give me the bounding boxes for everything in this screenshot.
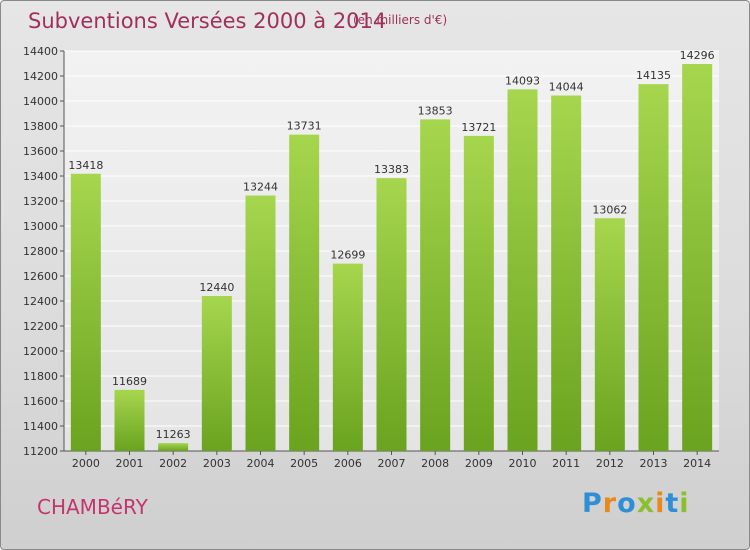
data-label: 14093 [505,74,540,87]
data-label: 13383 [374,163,409,176]
x-tick-label: 2004 [247,457,275,470]
bar [332,263,363,451]
bar [420,119,451,451]
y-tick-label: 13400 [23,170,58,183]
y-tick-label: 13600 [23,145,58,158]
y-tick-label: 12000 [23,345,58,358]
x-tick-label: 2001 [116,457,144,470]
bar [551,95,582,451]
y-tick-label: 14000 [23,95,58,108]
data-label: 14044 [549,81,584,94]
data-label: 13244 [243,181,278,194]
y-tick-label: 13800 [23,120,58,133]
y-tick-label: 11400 [23,420,58,433]
x-tick-label: 2013 [640,457,668,470]
x-tick-label: 2007 [378,457,406,470]
y-tick-label: 14200 [23,70,58,83]
data-label: 14296 [680,49,715,62]
bar [376,178,407,451]
y-tick-label: 11200 [23,445,58,458]
commune-name: CHAMBéRY [37,495,148,519]
bar [245,195,276,451]
x-tick-label: 2009 [465,457,493,470]
data-label: 12440 [199,281,234,294]
bar [463,135,494,451]
x-tick-label: 2012 [596,457,624,470]
data-label: 13731 [287,120,322,133]
data-label: 12699 [330,249,365,262]
x-tick-label: 2008 [421,457,449,470]
bar [682,64,713,451]
y-tick-label: 11800 [23,370,58,383]
bar [114,389,145,451]
bar [594,218,625,451]
data-label: 13418 [68,159,103,172]
y-tick-label: 12400 [23,295,58,308]
y-tick-label: 12800 [23,245,58,258]
y-tick-label: 12200 [23,320,58,333]
y-tick-label: 11600 [23,395,58,408]
data-label: 11689 [112,375,147,388]
data-label: 13853 [418,104,453,117]
x-tick-label: 2014 [683,457,711,470]
bar [507,89,538,451]
x-tick-label: 2002 [159,457,187,470]
x-tick-label: 2010 [509,457,537,470]
chart-title: Subventions Versées 2000 à 2014 [28,9,387,33]
y-tick-label: 13000 [23,220,58,233]
chart-subtitle: (en milliers d'€) [353,13,448,27]
bar [201,296,232,451]
bar [70,173,101,451]
proxiti-logo: Proxiti [582,488,690,519]
x-tick-label: 2006 [334,457,362,470]
data-label: 13721 [461,121,496,134]
data-label: 14135 [636,69,671,82]
x-tick-label: 2005 [290,457,318,470]
x-tick-label: 2011 [552,457,580,470]
y-tick-label: 14400 [23,45,58,58]
y-tick-label: 12600 [23,270,58,283]
bar [289,134,320,451]
x-tick-label: 2003 [203,457,231,470]
y-tick-label: 13200 [23,195,58,208]
bar [638,84,669,451]
x-tick-label: 2000 [72,457,100,470]
bar [158,443,189,451]
data-label: 13062 [592,203,627,216]
data-label: 11263 [156,428,191,441]
